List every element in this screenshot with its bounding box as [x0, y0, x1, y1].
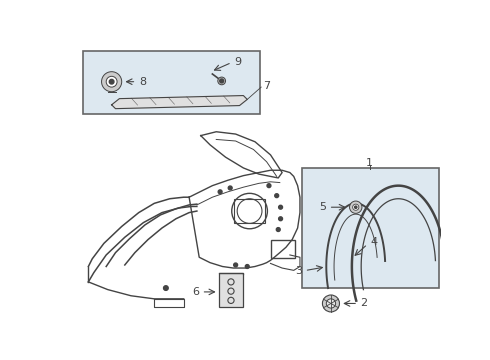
Text: 5: 5 [319, 202, 326, 212]
Circle shape [279, 205, 283, 209]
Circle shape [275, 194, 279, 198]
Text: 6: 6 [192, 287, 199, 297]
Text: 2: 2 [361, 298, 368, 309]
Circle shape [353, 204, 359, 210]
Circle shape [322, 295, 340, 312]
Circle shape [245, 265, 249, 269]
Text: 3: 3 [295, 266, 302, 276]
Polygon shape [112, 95, 247, 109]
Circle shape [228, 186, 232, 190]
Bar [219, 273, 244, 307]
Circle shape [279, 217, 283, 221]
Circle shape [101, 72, 122, 92]
Circle shape [220, 79, 223, 83]
Text: 7: 7 [264, 81, 270, 91]
Circle shape [106, 76, 117, 87]
Text: 8: 8 [139, 77, 146, 87]
Bar [83, 51, 260, 114]
Bar [234, 199, 265, 223]
Text: 4: 4 [370, 237, 377, 247]
Circle shape [109, 80, 114, 84]
Circle shape [164, 286, 168, 291]
Circle shape [218, 190, 222, 194]
Circle shape [267, 184, 271, 188]
Text: 1: 1 [366, 158, 373, 167]
Bar [301, 168, 440, 288]
Circle shape [276, 228, 280, 231]
Bar [270, 239, 295, 258]
Circle shape [234, 263, 238, 267]
Circle shape [218, 77, 225, 85]
Circle shape [326, 299, 336, 308]
Text: 9: 9 [234, 57, 241, 67]
Circle shape [349, 201, 362, 213]
Circle shape [355, 206, 357, 208]
